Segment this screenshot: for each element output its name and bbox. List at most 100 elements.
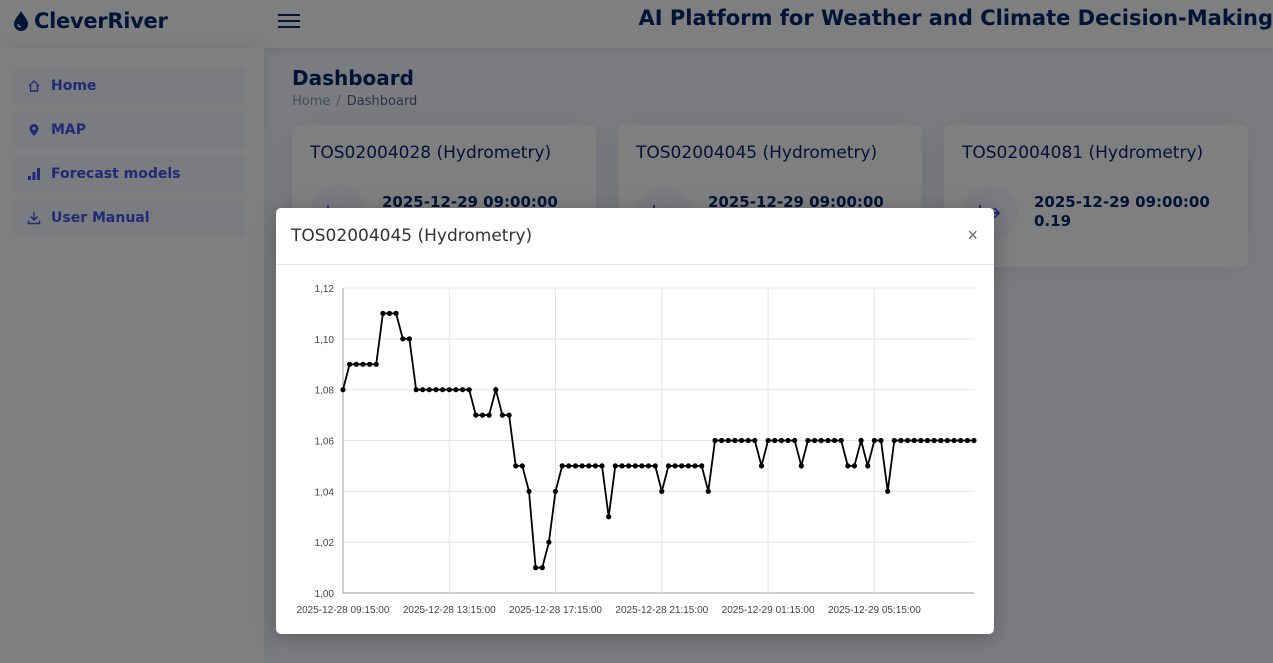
modal-header: TOS02004045 (Hydrometry) ×: [276, 208, 994, 265]
data-point: [772, 437, 778, 444]
data-point: [340, 387, 346, 393]
data-point: [778, 437, 784, 444]
data-point: [386, 310, 393, 316]
data-point: [592, 463, 598, 469]
chart-modal: TOS02004045 (Hydrometry) × 1,00 1,02 1,04 1…: [276, 208, 994, 634]
data-point: [612, 463, 618, 469]
data-point: [632, 463, 638, 469]
data-point: [499, 412, 505, 418]
data-point: [519, 463, 525, 469]
data-point: [619, 463, 625, 469]
data-point: [712, 437, 718, 444]
data-point: [579, 463, 585, 469]
data-point: [606, 514, 612, 520]
data-point: [360, 361, 366, 367]
y-tick-label: 1,12: [315, 284, 335, 295]
data-point: [473, 412, 479, 418]
data-point: [672, 463, 678, 469]
data-point: [586, 463, 592, 469]
data-point: [513, 463, 519, 469]
data-point: [885, 488, 891, 494]
data-point: [659, 488, 665, 494]
data-point: [719, 437, 725, 444]
data-point: [679, 463, 685, 469]
data-point: [705, 488, 711, 494]
data-point: [533, 565, 539, 571]
data-point: [645, 463, 652, 469]
data-point: [878, 437, 884, 444]
data-point: [845, 463, 851, 469]
data-point: [964, 437, 971, 444]
data-point: [865, 463, 871, 469]
data-point: [493, 387, 499, 393]
data-point: [758, 463, 765, 469]
close-icon[interactable]: ×: [967, 225, 978, 245]
data-point: [818, 437, 824, 444]
data-point: [433, 387, 439, 393]
data-point: [825, 437, 831, 444]
data-point: [539, 565, 545, 571]
data-point: [732, 437, 738, 444]
data-point: [792, 437, 798, 444]
data-point: [420, 387, 426, 393]
data-point: [971, 437, 977, 444]
data-point: [380, 310, 386, 316]
data-point: [546, 539, 552, 545]
x-tick-label: 2025-12-29 01:15:00: [722, 605, 815, 616]
data-point: [858, 437, 864, 444]
data-point: [905, 437, 911, 444]
data-point: [805, 437, 811, 444]
data-point: [426, 387, 432, 393]
data-point: [831, 437, 838, 444]
data-point: [944, 437, 951, 444]
modal-title: TOS02004045 (Hydrometry): [291, 226, 533, 246]
y-tick-label: 1,08: [315, 386, 335, 397]
y-tick-label: 1,06: [315, 437, 335, 448]
data-point: [559, 463, 565, 469]
data-point: [526, 488, 532, 494]
data-point: [440, 387, 446, 393]
data-point: [851, 463, 858, 469]
x-tick-label: 2025-12-28 09:15:00: [297, 605, 390, 616]
data-point: [918, 437, 924, 444]
data-point: [572, 463, 579, 469]
data-point: [373, 361, 379, 367]
data-point: [506, 412, 512, 418]
data-point: [765, 437, 771, 444]
data-point: [699, 463, 705, 469]
data-point: [652, 463, 658, 469]
data-point: [639, 463, 645, 469]
data-point: [400, 336, 406, 342]
data-point: [367, 361, 373, 367]
data-point: [924, 437, 931, 444]
data-point: [460, 387, 466, 393]
data-point: [738, 437, 745, 444]
data-point: [911, 437, 917, 444]
data-point: [958, 437, 964, 444]
data-point: [785, 437, 791, 444]
data-point: [838, 437, 844, 444]
data-point: [891, 437, 897, 444]
y-tick-label: 1,10: [315, 335, 335, 346]
data-point: [353, 361, 359, 367]
data-point: [665, 463, 672, 469]
data-point: [413, 387, 419, 393]
data-point: [466, 387, 472, 393]
data-point: [393, 310, 399, 316]
data-point: [626, 463, 632, 469]
data-point: [486, 412, 492, 418]
data-point: [685, 463, 691, 469]
data-point: [406, 336, 412, 342]
x-tick-label: 2025-12-28 13:15:00: [403, 605, 496, 616]
data-point: [951, 437, 957, 444]
data-point: [752, 437, 758, 444]
data-point: [446, 387, 452, 393]
x-tick-label: 2025-12-28 21:15:00: [615, 605, 708, 616]
data-point: [347, 361, 353, 367]
data-point: [692, 463, 698, 469]
y-tick-label: 1,00: [315, 589, 335, 600]
data-point: [453, 387, 459, 393]
data-point: [566, 463, 572, 469]
data-point: [479, 412, 486, 418]
y-tick-label: 1,04: [315, 487, 335, 498]
